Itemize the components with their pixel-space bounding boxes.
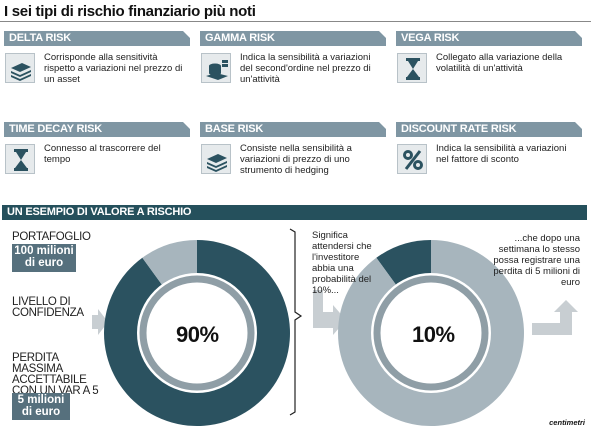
arrow-middle-icon	[313, 290, 346, 335]
portfolio-value-box: 100 milioni di euro	[12, 244, 76, 272]
risk-desc-discount-rate: Indica la sensibilità a variazioni nel f…	[436, 143, 567, 165]
risk-desc-delta: Corrisponde alla sensitività rispetto a …	[44, 52, 183, 85]
money-stack-icon	[5, 53, 35, 83]
middle-note: Significa attendersi che l'investitore a…	[312, 230, 372, 296]
donut-center-label-confidence: 90%	[176, 322, 219, 347]
risk-header-discount-rate: DISCOUNT RATE RISK	[396, 122, 582, 137]
arrow-right-icon	[532, 300, 578, 335]
risk-header-gamma: GAMMA RISK	[200, 31, 386, 46]
risk-desc-base: Consiste nella sensibilità a variazioni …	[240, 143, 352, 176]
money-stack-icon	[201, 144, 231, 174]
arrow-left-icon	[92, 309, 108, 335]
example-section-title: UN ESEMPIO DI VALORE A RISCHIO	[2, 205, 587, 220]
donut-center-label-probability: 10%	[412, 322, 455, 347]
right-note: ...che dopo una settimana lo stesso poss…	[493, 233, 580, 288]
donut-inner-ring	[139, 275, 255, 391]
title-divider	[0, 21, 591, 22]
coins-icon	[201, 53, 231, 83]
portfolio-label: PORTAFOGLIO	[12, 231, 91, 243]
donut-chart-confidence	[104, 240, 290, 426]
risk-header-delta: DELTA RISK	[4, 31, 190, 46]
hourglass-icon	[397, 53, 427, 83]
max-loss-value-box: 5 milioni di euro	[12, 393, 70, 420]
bracket-shape	[289, 228, 303, 416]
risk-header-time-decay: TIME DECAY RISK	[4, 122, 190, 137]
risk-desc-gamma: Indica la sensibilità a variazioni del s…	[240, 52, 371, 85]
risk-desc-vega: Collegato alla variazione della volatili…	[436, 52, 563, 74]
hourglass-icon	[5, 144, 35, 174]
risk-desc-time-decay: Connesso al trascorrere del tempo	[44, 143, 161, 165]
main-title: I sei tipi di rischio finanziario più no…	[4, 3, 256, 20]
percent-icon	[397, 144, 427, 174]
donut-inner-ring	[373, 275, 489, 391]
pointer-arrow-icon	[192, 287, 202, 303]
pointer-arrow-icon	[426, 287, 436, 303]
donut-center	[382, 284, 480, 382]
confidence-label: LIVELLO DI CONFIDENZA	[12, 296, 84, 319]
risk-header-base: BASE RISK	[200, 122, 386, 137]
donut-chart-probability	[337, 240, 525, 426]
credit-logo: centimetri	[549, 418, 585, 427]
risk-header-vega: VEGA RISK	[396, 31, 582, 46]
donut-center	[148, 284, 246, 382]
